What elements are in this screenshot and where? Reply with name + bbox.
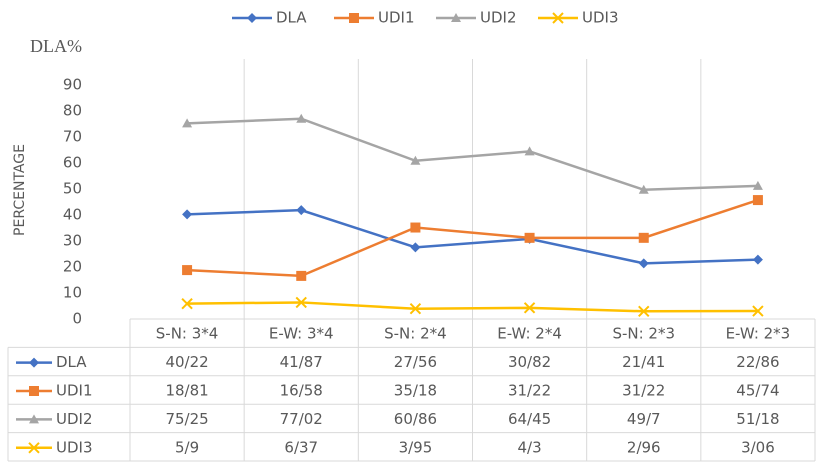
y-tick-label: 60: [63, 154, 82, 172]
marker: [451, 13, 461, 22]
table-value: 60/86: [394, 410, 437, 428]
table-value: 21/41: [622, 353, 665, 371]
marker: [182, 209, 193, 220]
y-tick-label: 70: [63, 128, 82, 146]
table-value: 41/87: [280, 353, 323, 371]
x-tick-label: S-N: 3*4: [156, 325, 219, 343]
table-value: 18/81: [165, 382, 208, 400]
marker: [29, 357, 39, 368]
table-value: 75/25: [165, 410, 208, 428]
marker: [410, 222, 421, 233]
marker: [524, 232, 535, 243]
x-tick-label: S-N: 2*4: [384, 325, 447, 343]
table-value: 3/95: [399, 438, 433, 456]
marker: [523, 302, 536, 314]
table-value: 22/86: [736, 353, 779, 371]
marker: [296, 270, 307, 281]
table-value: 30/82: [508, 353, 551, 371]
table-value: 27/56: [394, 353, 437, 371]
legend-label: DLA: [276, 9, 307, 27]
y-tick-label: 50: [63, 180, 82, 198]
marker: [296, 205, 307, 216]
table-value: 16/58: [280, 382, 323, 400]
y-tick-label: 90: [63, 76, 82, 94]
marker: [247, 13, 257, 23]
table-value: 49/7: [627, 410, 661, 428]
marker: [182, 265, 193, 276]
y-tick-label: 10: [63, 284, 82, 302]
y-axis-label: PERCENTAGE: [12, 144, 28, 236]
table-value: 45/74: [736, 382, 779, 400]
table-value: 35/18: [394, 382, 437, 400]
marker: [638, 305, 650, 318]
y-tick-label: 80: [63, 102, 82, 120]
series-line: [187, 301, 758, 313]
marker: [638, 258, 649, 269]
series-line: [187, 117, 758, 192]
table-value: 5/9: [175, 438, 199, 456]
legend-label: UDI3: [582, 9, 619, 27]
table-value: 64/45: [508, 410, 551, 428]
chart-title: DLA%: [30, 36, 82, 56]
x-tick-label: S-N: 2*3: [612, 325, 675, 343]
table-series-name: UDI2: [56, 410, 93, 428]
marker: [181, 297, 193, 310]
table-value: 2/96: [627, 438, 661, 456]
marker: [410, 155, 421, 165]
marker: [28, 442, 40, 454]
y-tick-label: 20: [63, 258, 82, 276]
table-value: 31/22: [622, 382, 665, 400]
marker: [752, 180, 763, 190]
marker: [752, 254, 763, 265]
table-value: 40/22: [165, 353, 208, 371]
marker: [409, 303, 422, 315]
x-tick-label: E-W: 2*4: [497, 325, 562, 343]
y-tick-label: 40: [63, 206, 82, 224]
marker: [296, 113, 307, 123]
y-tick-label: 0: [72, 310, 82, 328]
table-value: 4/3: [518, 438, 542, 456]
marker: [182, 118, 193, 128]
marker: [752, 305, 764, 317]
table-value: 77/02: [280, 410, 323, 428]
table-value: 6/37: [284, 438, 318, 456]
marker: [638, 232, 649, 243]
marker: [295, 296, 307, 309]
marker: [524, 146, 535, 156]
table-series-name: UDI3: [56, 438, 93, 456]
marker: [638, 184, 649, 194]
table-value: 51/18: [736, 410, 779, 428]
legend-label: UDI1: [378, 9, 415, 27]
marker: [410, 242, 421, 253]
series-line: [187, 198, 759, 278]
marker: [349, 13, 359, 23]
legend-label: UDI2: [480, 9, 517, 27]
marker: [752, 195, 763, 206]
table-series-name: UDI1: [56, 382, 93, 400]
series-line: [187, 208, 758, 265]
table-value: 31/22: [508, 382, 551, 400]
table-value: 3/06: [741, 438, 775, 456]
marker: [29, 386, 39, 396]
marker: [29, 414, 39, 424]
x-tick-label: E-W: 2*3: [726, 325, 791, 343]
x-tick-label: E-W: 3*4: [269, 325, 334, 343]
marker: [552, 12, 564, 24]
y-tick-label: 30: [63, 232, 82, 250]
table-series-name: DLA: [56, 353, 87, 371]
